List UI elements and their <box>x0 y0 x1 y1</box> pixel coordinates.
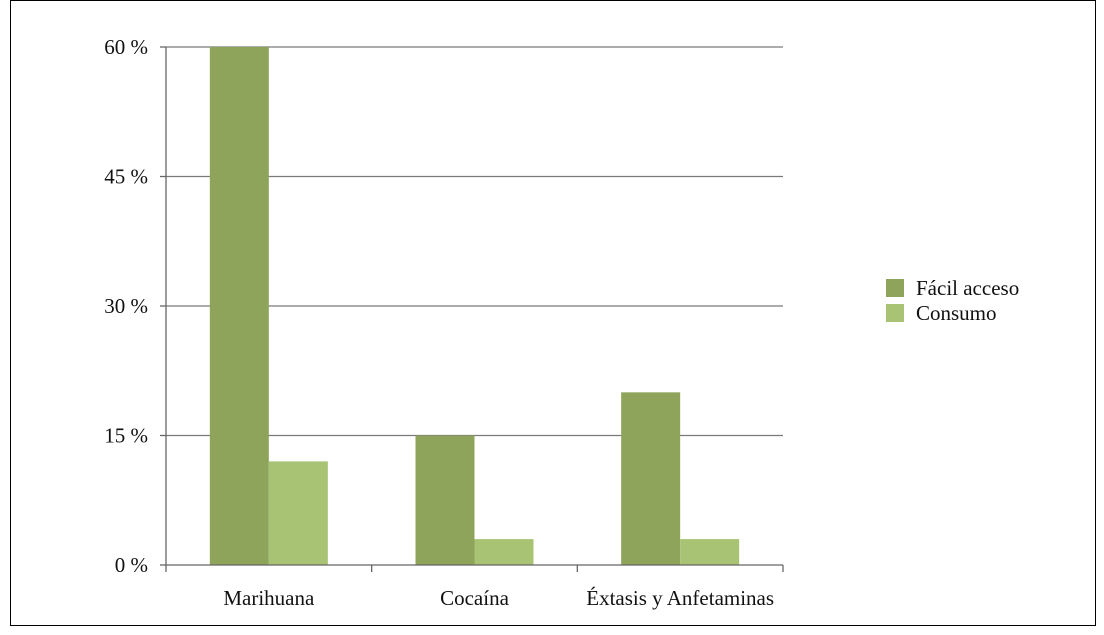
legend-label: Consumo <box>916 301 997 325</box>
bar-consumo <box>474 539 534 565</box>
bar-facil-acceso <box>621 392 681 565</box>
x-tick-label: Éxtasis y Anfetaminas <box>586 586 774 610</box>
axes <box>165 47 784 572</box>
y-tick-label: 30 % <box>104 294 148 318</box>
y-tick-labels: 0 % 15 % 30 % 45 % 60 % <box>104 35 148 577</box>
y-tick-label: 0 % <box>115 553 148 577</box>
y-tick-label: 60 % <box>104 35 148 59</box>
x-tick-label: Marihuana <box>223 586 315 610</box>
bar-chart: 0 % 15 % 30 % 45 % 60 % Marihuana Cocaína Éxta… <box>104 35 1019 610</box>
legend-label: Fácil acceso <box>916 276 1019 300</box>
y-tick-label: 45 % <box>104 165 148 189</box>
chart-frame: 0 % 15 % 30 % 45 % 60 % Marihuana Cocaína Éxta… <box>10 0 1096 626</box>
bar-consumo <box>680 539 740 565</box>
bar-consumo <box>268 461 328 565</box>
legend-swatch <box>886 279 904 297</box>
x-tick-label: Cocaína <box>440 586 509 610</box>
bar-facil-acceso <box>415 435 475 565</box>
bars <box>209 47 740 565</box>
bar-facil-acceso <box>209 47 269 565</box>
legend-swatch <box>886 304 904 322</box>
x-tick-labels: Marihuana Cocaína Éxtasis y Anfetaminas <box>223 586 774 610</box>
y-tick-label: 15 % <box>104 424 148 448</box>
